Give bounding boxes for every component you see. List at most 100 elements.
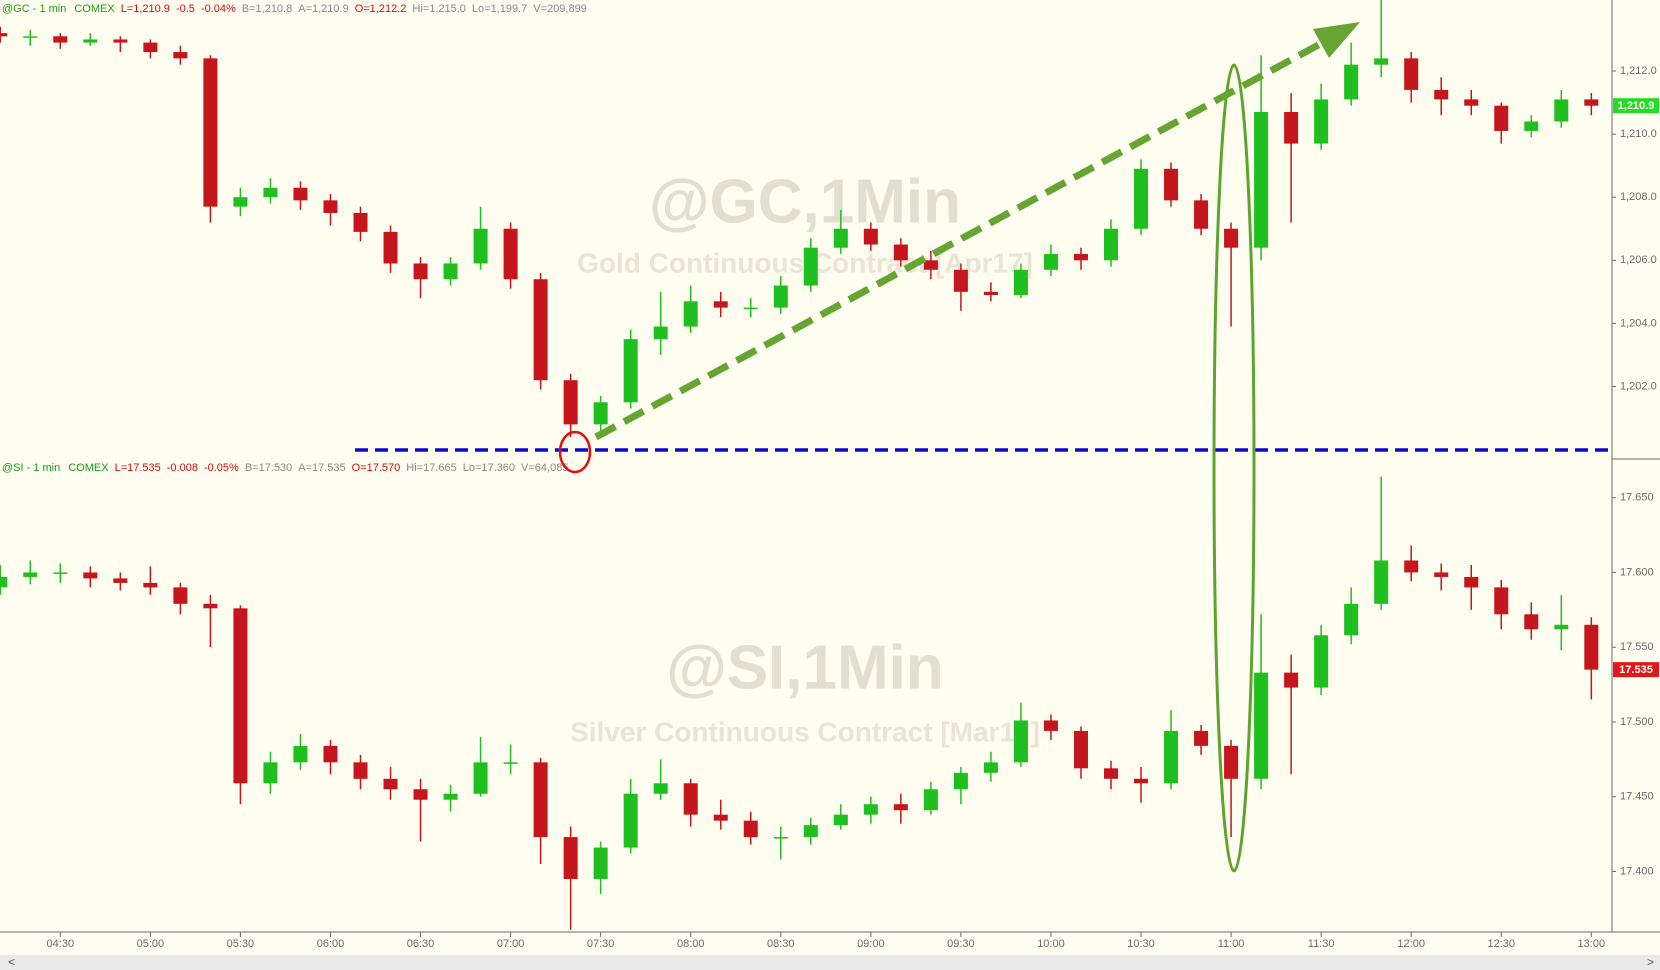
candle-body (1374, 58, 1389, 65)
candle-body (863, 804, 878, 815)
candle-body (1554, 624, 1569, 630)
candle-body (0, 33, 8, 37)
header-item: A=17.535 (298, 462, 345, 474)
candle-body (1344, 64, 1359, 100)
panel-header: @GC - 1 min COMEX L=1,210.9 -0.5 -0.04% B=1,2… (2, 3, 587, 15)
header-item: Lo=17.360 (463, 462, 515, 474)
candle-body (773, 285, 788, 308)
watermark-title: @SI,1Min (666, 633, 944, 702)
candle-body (383, 231, 398, 264)
y-tick-label: 17.500 (1620, 716, 1654, 728)
y-tick-label: 1,208.0 (1620, 191, 1657, 203)
candle-body (593, 847, 608, 879)
header-item: @SI - 1 min (2, 462, 60, 474)
candle-body (293, 187, 308, 201)
y-tick-label: 17.650 (1620, 492, 1654, 504)
candle-body (1434, 89, 1449, 100)
candle-body (1494, 587, 1509, 615)
candle-body (1194, 730, 1209, 746)
candle-body (533, 762, 548, 838)
watermark-title: @GC,1Min (649, 167, 961, 236)
candle-body (143, 582, 158, 588)
scroll-left[interactable]: < (8, 955, 15, 969)
x-tick-label: 10:00 (1037, 938, 1065, 950)
y-tick-label: 17.400 (1620, 865, 1654, 877)
candle-body (53, 572, 68, 574)
candles (0, 0, 1599, 930)
candle-body (1404, 58, 1419, 90)
x-tick-label: 07:30 (587, 938, 615, 950)
header-item: L=1,210.9 (121, 3, 170, 15)
candle-body (113, 578, 128, 583)
header-item: Hi=1,215.0 (412, 3, 466, 15)
candle-body (263, 762, 278, 784)
candle-body (0, 576, 8, 588)
header-item: B=17.530 (245, 462, 292, 474)
x-tick-label: 11:00 (1218, 938, 1245, 950)
header-item: A=1,210.9 (298, 3, 348, 15)
candle-body (983, 291, 998, 296)
candle-body (893, 244, 908, 261)
header-item: B=1,210.8 (242, 3, 292, 15)
x-tick-label: 12:30 (1487, 938, 1515, 950)
candle-body (383, 778, 398, 790)
x-tick-label: 05:30 (227, 938, 255, 950)
trend-arrow-head (1313, 22, 1360, 58)
candle-body (683, 301, 698, 327)
candle-body (533, 279, 548, 381)
candle-body (1043, 253, 1058, 270)
axes: 04:30 05:00 05:30 06:00 06:30 07:00 07:30 08:00… (47, 65, 1659, 950)
candle-body (713, 301, 728, 308)
y-tick-label: 1,204.0 (1620, 317, 1657, 329)
candle-body (1254, 672, 1269, 779)
candle-body (1194, 200, 1209, 229)
candle-body (473, 228, 488, 264)
header-item: O=1,212.2 (355, 3, 407, 15)
scroll-right[interactable]: > (1647, 955, 1654, 969)
candle-body (563, 380, 578, 425)
candle-body (353, 212, 368, 232)
candle-body (893, 804, 908, 811)
candle-body (443, 263, 458, 280)
candle-body (1314, 99, 1329, 144)
candle-body (1073, 730, 1088, 769)
x-tick-label: 12:00 (1397, 938, 1425, 950)
x-tick-label: 13:00 (1578, 938, 1606, 950)
header-item: -0.008 (167, 462, 198, 474)
candle-body (1284, 672, 1299, 688)
candle-body (743, 307, 758, 310)
candle-body (923, 260, 938, 270)
candle-body (1404, 560, 1419, 573)
y-tick-label: 1,210.0 (1620, 128, 1657, 140)
candle-body (1464, 576, 1479, 588)
y-tick-label: 1,212.0 (1620, 65, 1657, 77)
candle-body (233, 608, 248, 784)
header-item: COMEX (68, 462, 109, 474)
x-tick-label: 08:00 (677, 938, 705, 950)
candle-body (203, 58, 218, 207)
candle-body (443, 793, 458, 800)
candle-body (923, 789, 938, 811)
candle-body (1584, 99, 1599, 106)
y-tick-label: 17.550 (1620, 641, 1654, 653)
candle-body (953, 269, 968, 292)
candle-body (833, 228, 848, 248)
watermark-subtitle: Silver Continuous Contract [Mar17] (570, 716, 1040, 747)
candle-body (1434, 572, 1449, 577)
header-item: L=17.535 (115, 462, 161, 474)
scrollbar[interactable] (0, 955, 1660, 970)
candle-body (1104, 228, 1118, 261)
candle-body (203, 603, 218, 609)
x-tick-label: 09:30 (947, 938, 975, 950)
candle-body (83, 572, 98, 579)
candle-body (1013, 269, 1028, 296)
candle-body (473, 762, 488, 794)
candle-body (1164, 730, 1179, 784)
candle-body (143, 42, 158, 53)
header-item: -0.04% (201, 3, 236, 15)
candle-body (1224, 745, 1239, 779)
candle-body (83, 39, 98, 43)
candle-body (413, 263, 428, 280)
candle-body (323, 200, 338, 213)
